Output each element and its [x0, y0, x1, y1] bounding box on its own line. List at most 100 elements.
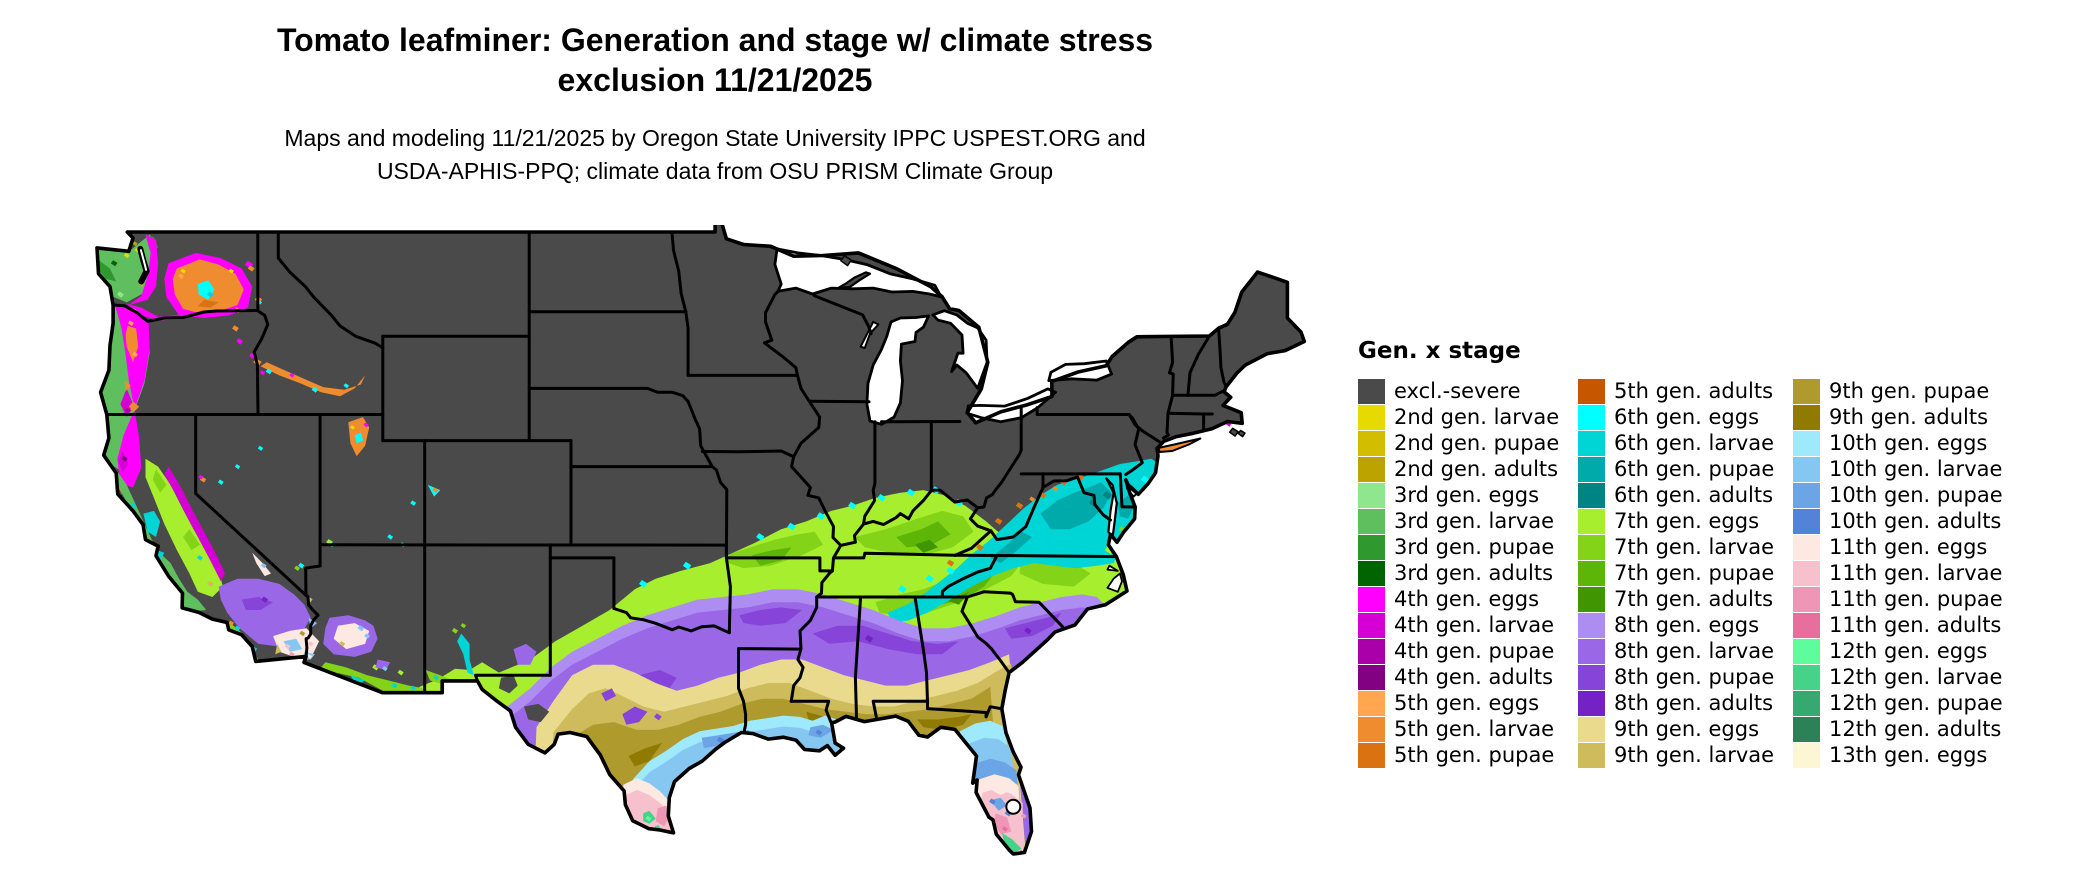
zone-6th-gen-eggs — [1140, 475, 1150, 484]
zone-5th-gen-pupae — [976, 543, 984, 551]
zone-7th-gen-larvae — [321, 662, 424, 693]
long-island — [1157, 437, 1202, 453]
zone-11th-gen-adults — [1002, 826, 1008, 832]
zone-2nd-gen-adults — [132, 241, 138, 247]
legend-swatch — [1793, 716, 1820, 742]
zone-5th-gen-eggs — [127, 320, 134, 326]
zone-10th-gen-adults — [815, 729, 823, 736]
legend-item: 5th gen. eggs — [1358, 690, 1559, 716]
state-border — [612, 607, 731, 635]
legend-item-label: 4th gen. eggs — [1394, 587, 1540, 611]
legend-item-label: 12th gen. pupae — [1829, 691, 2003, 715]
zone-6th-gen-larvae — [350, 675, 366, 686]
legend-swatch — [1358, 534, 1385, 560]
zone-6th-gen-larvae — [129, 502, 137, 509]
zone-4th-gen-eggs — [114, 303, 150, 488]
legend-item-label: 8th gen. larvae — [1614, 639, 1775, 663]
state-border — [965, 590, 1065, 629]
legend-item-label: 8th gen. pupae — [1614, 665, 1775, 689]
state-border — [684, 310, 690, 377]
state-border — [527, 386, 690, 403]
legend-swatch — [1358, 430, 1385, 456]
legend-item: 9th gen. eggs — [1578, 716, 1774, 742]
zone-11th-gen-larvae — [307, 641, 314, 647]
legend-item: 3rd gen. larvae — [1358, 508, 1559, 534]
zone-6th-gen-eggs — [354, 432, 363, 444]
zone-8th-gen-larvae — [513, 643, 537, 665]
zone-4th-gen-eggs — [236, 338, 243, 345]
zone-8th-gen-adults — [261, 596, 268, 603]
zone-8th-gen-pupae — [1004, 612, 1062, 639]
legend-swatch — [1578, 586, 1605, 612]
legend-item-label: 2nd gen. larvae — [1394, 405, 1560, 429]
state-border — [913, 595, 929, 703]
state-border — [862, 448, 1023, 526]
zone-6th-gen-eggs — [298, 562, 305, 569]
zone-10th-gen-adults — [989, 798, 996, 805]
legend-swatch — [1358, 482, 1385, 508]
zone-8th-gen-pupae — [622, 706, 648, 725]
legend-item: 6th gen. eggs — [1578, 404, 1774, 430]
zone-4th-gen-eggs — [259, 370, 266, 376]
zone-4th-gen-pupae — [124, 407, 132, 414]
state-border — [834, 551, 957, 560]
zone-excl--severe — [524, 703, 550, 723]
state-border — [1186, 334, 1211, 397]
state-border — [724, 543, 732, 635]
zone-5th-gen-pupae — [1015, 502, 1024, 510]
legend-swatch — [1793, 430, 1820, 456]
legend-item: 9th gen. pupae — [1793, 378, 2003, 404]
legend-item: 2nd gen. adults — [1358, 456, 1559, 482]
legend-item: 7th gen. eggs — [1578, 508, 1774, 534]
state-border — [1041, 475, 1079, 489]
state-border — [1171, 390, 1224, 397]
zone-4th-gen-larvae — [164, 466, 225, 582]
legend-swatch — [1358, 456, 1385, 482]
legend-item-label: 7th gen. larvae — [1614, 535, 1775, 559]
zone-6th-gen-eggs — [234, 464, 241, 470]
zone-6th-gen-larvae — [410, 685, 417, 691]
zone-12th-gen-larvae — [1001, 832, 1022, 854]
legend-swatch — [1793, 742, 1820, 768]
zone-5th-gen-larvae — [1029, 496, 1035, 502]
state-border — [1124, 413, 1144, 476]
zone-12th-gen-pupae — [1001, 862, 1007, 867]
zone-8th-gen-pupae — [654, 713, 662, 721]
legend-item-label: 12th gen. adults — [1829, 717, 2002, 741]
legend-swatch — [1578, 638, 1605, 664]
legend-item-label: 3rd gen. eggs — [1394, 483, 1540, 507]
zone-2nd-gen-larvae — [123, 252, 130, 259]
zone-10th-gen-adults — [1004, 810, 1012, 817]
state-border — [808, 399, 871, 404]
zone-5th-gen-pupae — [994, 517, 1003, 525]
puget-sound-water — [139, 249, 148, 271]
keweenaw-peninsula — [836, 271, 872, 290]
legend-item: 6th gen. larvae — [1578, 430, 1774, 456]
zone-6th-gen-eggs — [946, 567, 955, 575]
state-border — [1118, 472, 1137, 509]
state-border — [737, 647, 802, 651]
legend-swatch — [1578, 482, 1605, 508]
legend-item: 4th gen. larvae — [1358, 612, 1559, 638]
zone-5th-gen-larvae — [260, 362, 366, 397]
lake-huron — [931, 309, 989, 390]
map-title-line2: exclusion 11/21/2025 — [557, 62, 873, 98]
zone-10th-gen-larvae — [364, 633, 371, 639]
zone-6th-gen-eggs — [639, 580, 648, 588]
legend-item-label: 7th gen. adults — [1614, 587, 1774, 611]
zone-7th-gen-larvae — [152, 469, 167, 493]
zone-5th-gen-eggs — [178, 273, 184, 280]
zone-6th-gen-eggs — [756, 533, 765, 541]
zone-8th-gen-pupae — [601, 688, 616, 702]
legend-item-label: 9th gen. pupae — [1829, 379, 1990, 403]
zone-7th-gen-larvae — [460, 623, 467, 629]
state-border — [968, 486, 1045, 542]
legend-item: 8th gen. adults — [1578, 690, 1774, 716]
zone-9th-gen-larvae — [275, 643, 282, 655]
state-border — [871, 699, 929, 719]
legend-item: 13th gen. eggs — [1793, 742, 2003, 768]
legend-swatch — [1793, 482, 1820, 508]
zone-5th-gen-eggs — [132, 351, 138, 358]
legend-swatch — [1358, 586, 1385, 612]
map-subtitle: Maps and modeling 11/21/2025 by Oregon S… — [0, 122, 1430, 188]
